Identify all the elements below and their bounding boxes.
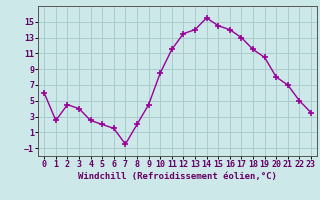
X-axis label: Windchill (Refroidissement éolien,°C): Windchill (Refroidissement éolien,°C) [78, 172, 277, 181]
